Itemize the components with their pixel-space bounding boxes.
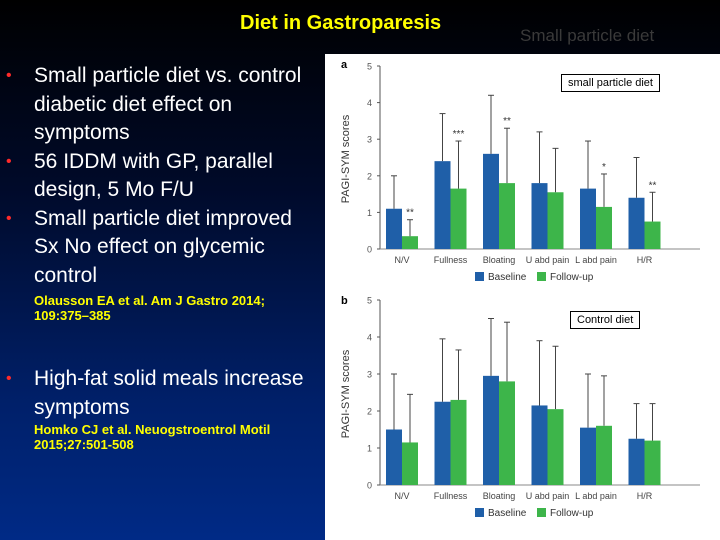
panel-letter: a — [341, 59, 348, 71]
y-axis-title: PAGI-SYM scores — [340, 114, 352, 203]
panel-letter: b — [341, 295, 348, 307]
bar — [499, 183, 515, 249]
significance-marker: * — [602, 162, 606, 173]
legend-label: Follow-up — [550, 272, 594, 283]
legend-swatch — [537, 272, 546, 281]
y-tick-label: 2 — [367, 407, 372, 417]
bar — [434, 161, 451, 249]
x-tick-label: U abd pain — [526, 255, 570, 265]
x-tick-label: Bloating — [483, 491, 516, 501]
y-axis-title: PAGI-SYM scores — [340, 349, 352, 438]
chart-b-label-box: Control diet — [570, 311, 641, 329]
y-tick-label: 5 — [367, 62, 372, 72]
bar — [450, 399, 467, 485]
y-tick-label: 1 — [367, 208, 372, 218]
bar — [402, 236, 418, 249]
bar — [402, 442, 418, 485]
bar — [644, 221, 661, 249]
bar — [531, 405, 548, 485]
bullet-text: Small particle diet vs. control diabetic… — [34, 64, 302, 144]
x-tick-label: H/R — [637, 255, 653, 265]
y-tick-label: 0 — [367, 481, 372, 491]
bar — [596, 425, 612, 485]
bullet-marker: • — [6, 152, 12, 170]
legend-label: Baseline — [488, 272, 527, 283]
x-tick-label: U abd pain — [526, 491, 570, 501]
bullet-text: Small particle diet improved Sx No effec… — [34, 206, 292, 287]
x-tick-label: Fullness — [434, 491, 468, 501]
y-tick-label: 4 — [367, 98, 372, 108]
legend-swatch — [475, 272, 484, 281]
bullet-item: • Small particle diet vs. control diabet… — [6, 62, 322, 148]
bullet-marker: • — [6, 67, 12, 84]
bar — [628, 197, 645, 249]
significance-marker: ** — [503, 116, 511, 127]
x-tick-label: L abd pain — [575, 255, 617, 265]
legend-swatch — [475, 508, 484, 517]
significance-marker: ** — [649, 180, 657, 191]
chart-a-label-box: small particle diet — [561, 74, 660, 92]
bullet-marker: • — [6, 209, 12, 227]
bar — [386, 429, 402, 485]
x-tick-label: N/V — [394, 255, 409, 265]
y-tick-label: 3 — [367, 135, 372, 145]
reference-citation: Homko CJ et al. Neuogstroentrol Motil 20… — [34, 422, 271, 452]
x-tick-label: L abd pain — [575, 491, 617, 501]
chart-figure: a PAGI-SYM scores 0 1 2 3 4 5 ** N/V *** Fullness **… — [325, 54, 720, 540]
bar — [434, 401, 451, 485]
bullet-text: High-fat solid meals increase symptoms — [34, 367, 304, 419]
reference-citation: Olausson EA et al. Am J Gastro 2014; 109… — [34, 293, 265, 323]
bar — [644, 440, 661, 485]
bar — [499, 381, 515, 485]
bar — [580, 427, 596, 485]
legend-swatch — [537, 508, 546, 517]
bar — [580, 188, 596, 249]
x-tick-label: H/R — [637, 491, 653, 501]
legend-label: Baseline — [488, 508, 527, 519]
bar — [483, 375, 499, 485]
bar — [628, 438, 645, 485]
y-tick-label: 3 — [367, 370, 372, 380]
y-tick-label: 0 — [367, 245, 372, 255]
y-tick-label: 2 — [367, 171, 372, 181]
x-tick-label: N/V — [394, 491, 409, 501]
bar — [547, 409, 564, 485]
ghost-title: Small particle diet — [520, 26, 655, 45]
significance-marker: ** — [406, 208, 414, 219]
bar — [596, 206, 612, 249]
legend-label: Follow-up — [550, 508, 594, 519]
bullet-text: 56 IDDM with GP, parallel design, 5 Mo F… — [34, 149, 273, 202]
bullet-item: • 56 IDDM with GP, parallel design, 5 Mo… — [6, 148, 322, 205]
bullet-item: • Small particle diet improved Sx No eff… — [6, 205, 322, 291]
bullet-marker: • — [6, 370, 12, 387]
slide-title: Diet in Gastroparesis — [240, 12, 442, 34]
bar — [386, 208, 402, 249]
x-tick-label: Bloating — [483, 255, 516, 265]
y-tick-label: 4 — [367, 333, 372, 343]
bullet-item: • High-fat solid meals increase symptoms — [6, 365, 322, 422]
y-tick-label: 5 — [367, 296, 372, 306]
bullet-list: • Small particle diet vs. control diabet… — [6, 62, 322, 452]
bar — [531, 183, 548, 249]
bar — [547, 192, 564, 249]
bar — [483, 153, 499, 249]
x-tick-label: Fullness — [434, 255, 468, 265]
y-tick-label: 1 — [367, 444, 372, 454]
significance-marker: *** — [453, 129, 465, 140]
bar — [450, 188, 467, 249]
